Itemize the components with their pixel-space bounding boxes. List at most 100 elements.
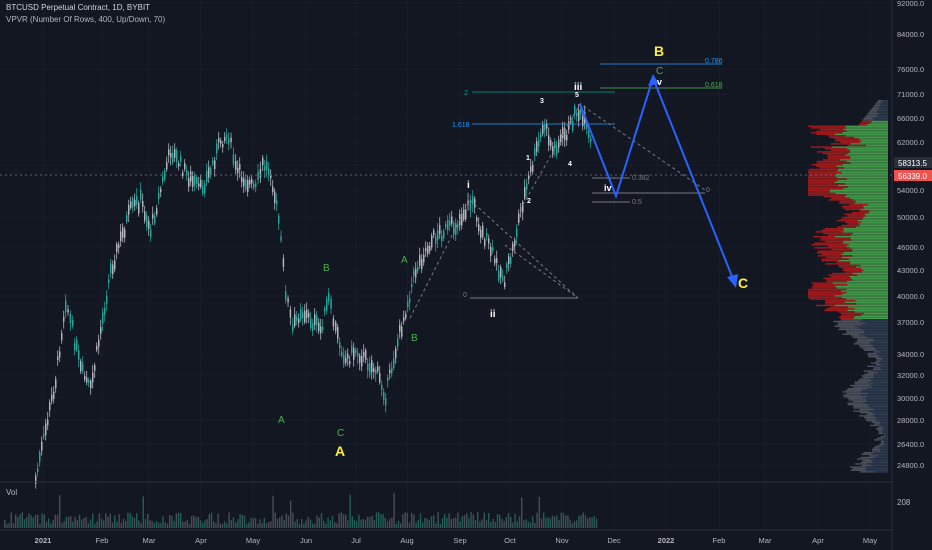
vpvr-row-up bbox=[846, 178, 888, 180]
volume-bar bbox=[109, 513, 111, 528]
volume-bar bbox=[114, 515, 116, 528]
candle-body bbox=[220, 140, 222, 144]
volume-bar bbox=[140, 523, 142, 528]
vpvr-row-down bbox=[847, 144, 866, 147]
vpvr-row-down bbox=[821, 237, 851, 239]
vpvr-row-up bbox=[854, 308, 888, 310]
volume-bar bbox=[499, 514, 501, 528]
candle-body bbox=[312, 323, 314, 331]
candle-body bbox=[239, 164, 241, 170]
vpvr-row-down bbox=[859, 344, 873, 347]
vpvr-row-up bbox=[861, 324, 888, 326]
volume-bar bbox=[263, 517, 265, 528]
vpvr-row-up bbox=[875, 418, 888, 420]
volume-bar bbox=[219, 523, 221, 528]
wave-label-2: 2 bbox=[527, 198, 531, 205]
volume-bar bbox=[116, 522, 118, 528]
vpvr-row-down bbox=[857, 338, 874, 340]
candle-body bbox=[282, 258, 285, 267]
vpvr-row-down bbox=[865, 418, 876, 420]
candle-body bbox=[582, 116, 584, 127]
volume-bar bbox=[378, 512, 380, 528]
vpvr-row-down bbox=[808, 192, 836, 195]
volume-bar bbox=[441, 518, 444, 528]
vpvr-row-up bbox=[874, 365, 888, 367]
candle-body bbox=[253, 183, 255, 188]
vpvr-row-up bbox=[878, 354, 888, 356]
volume-bar bbox=[12, 523, 15, 528]
vpvr-row-down bbox=[841, 319, 863, 321]
fib-label-0786: 0.786 bbox=[705, 58, 723, 65]
candle-body bbox=[152, 214, 154, 219]
vpvr-row-down bbox=[825, 279, 853, 281]
candle-body bbox=[377, 366, 379, 372]
candle-body bbox=[431, 235, 433, 248]
vpvr-row-down bbox=[851, 335, 865, 337]
volume-bar bbox=[56, 514, 59, 528]
candle-body bbox=[124, 229, 126, 238]
volume-bar bbox=[26, 517, 28, 528]
volume-bar bbox=[448, 513, 450, 528]
volume-bar bbox=[217, 513, 219, 528]
candle-body bbox=[518, 213, 520, 223]
candle-body bbox=[188, 177, 190, 187]
vpvr-row-up bbox=[867, 381, 888, 383]
vpvr-row-down bbox=[868, 356, 879, 358]
vpvr-row-down bbox=[816, 252, 844, 254]
price-axis-label: 71000.0 bbox=[897, 90, 924, 99]
vpvr-row-up bbox=[868, 204, 888, 206]
candle-body bbox=[403, 317, 405, 322]
vpvr-row-up bbox=[873, 346, 888, 348]
candle-body bbox=[538, 139, 540, 147]
vpvr-row-down bbox=[841, 314, 862, 316]
volume-bar bbox=[534, 522, 536, 528]
volume-bar bbox=[463, 515, 466, 528]
volume-bar bbox=[532, 516, 534, 528]
volume-pane-label[interactable]: Vol bbox=[6, 488, 18, 497]
vpvr-row-up bbox=[830, 189, 888, 191]
volume-bar bbox=[158, 522, 160, 528]
volume-bar bbox=[417, 519, 419, 528]
volume-bar bbox=[419, 513, 422, 528]
candle-body bbox=[208, 167, 210, 178]
candle-body bbox=[453, 223, 455, 235]
volume-bar bbox=[551, 515, 554, 528]
vpvr-row-up bbox=[843, 228, 888, 230]
symbol-title[interactable]: BTCUSD Perpetual Contract, 1D, BYBIT bbox=[6, 3, 151, 12]
time-axis-label: Nov bbox=[555, 536, 569, 545]
vpvr-row-down bbox=[827, 157, 851, 159]
candle-body bbox=[78, 350, 80, 360]
vpvr-row-down bbox=[816, 160, 847, 163]
vpvr-row-down bbox=[859, 415, 873, 417]
vpvr-row-up bbox=[880, 103, 888, 105]
vpvr-row-up bbox=[882, 359, 888, 361]
vpvr-row-up bbox=[861, 271, 888, 273]
vpvr-row-down bbox=[839, 200, 856, 203]
volume-bar bbox=[177, 512, 180, 528]
volume-bar bbox=[254, 517, 257, 528]
vpvr-row-down bbox=[823, 196, 845, 198]
volume-bar bbox=[199, 520, 202, 528]
candle-body bbox=[204, 183, 206, 194]
volume-profile bbox=[808, 100, 888, 473]
volume-bar bbox=[74, 516, 76, 528]
vpvr-row-down bbox=[841, 224, 860, 227]
indicator-title[interactable]: VPVR (Number Of Rows, 400, Up/Down, 70) bbox=[6, 15, 166, 24]
vpvr-row-down bbox=[861, 461, 872, 463]
volume-bar bbox=[490, 522, 492, 528]
time-axis-label: Oct bbox=[504, 536, 517, 545]
vpvr-row-up bbox=[854, 202, 888, 204]
volume-bar bbox=[193, 515, 195, 528]
candle-body bbox=[447, 219, 449, 230]
vpvr-row-down bbox=[874, 423, 881, 425]
volume-bar bbox=[250, 518, 252, 528]
vpvr-row-up bbox=[837, 180, 888, 182]
vpvr-row-down bbox=[846, 392, 869, 395]
candle-body bbox=[361, 356, 363, 367]
volume-bar bbox=[61, 523, 63, 528]
volume-bar bbox=[527, 521, 529, 528]
vpvr-row-down bbox=[837, 322, 866, 324]
volume-bar bbox=[268, 522, 270, 528]
vpvr-row-down bbox=[808, 295, 835, 297]
